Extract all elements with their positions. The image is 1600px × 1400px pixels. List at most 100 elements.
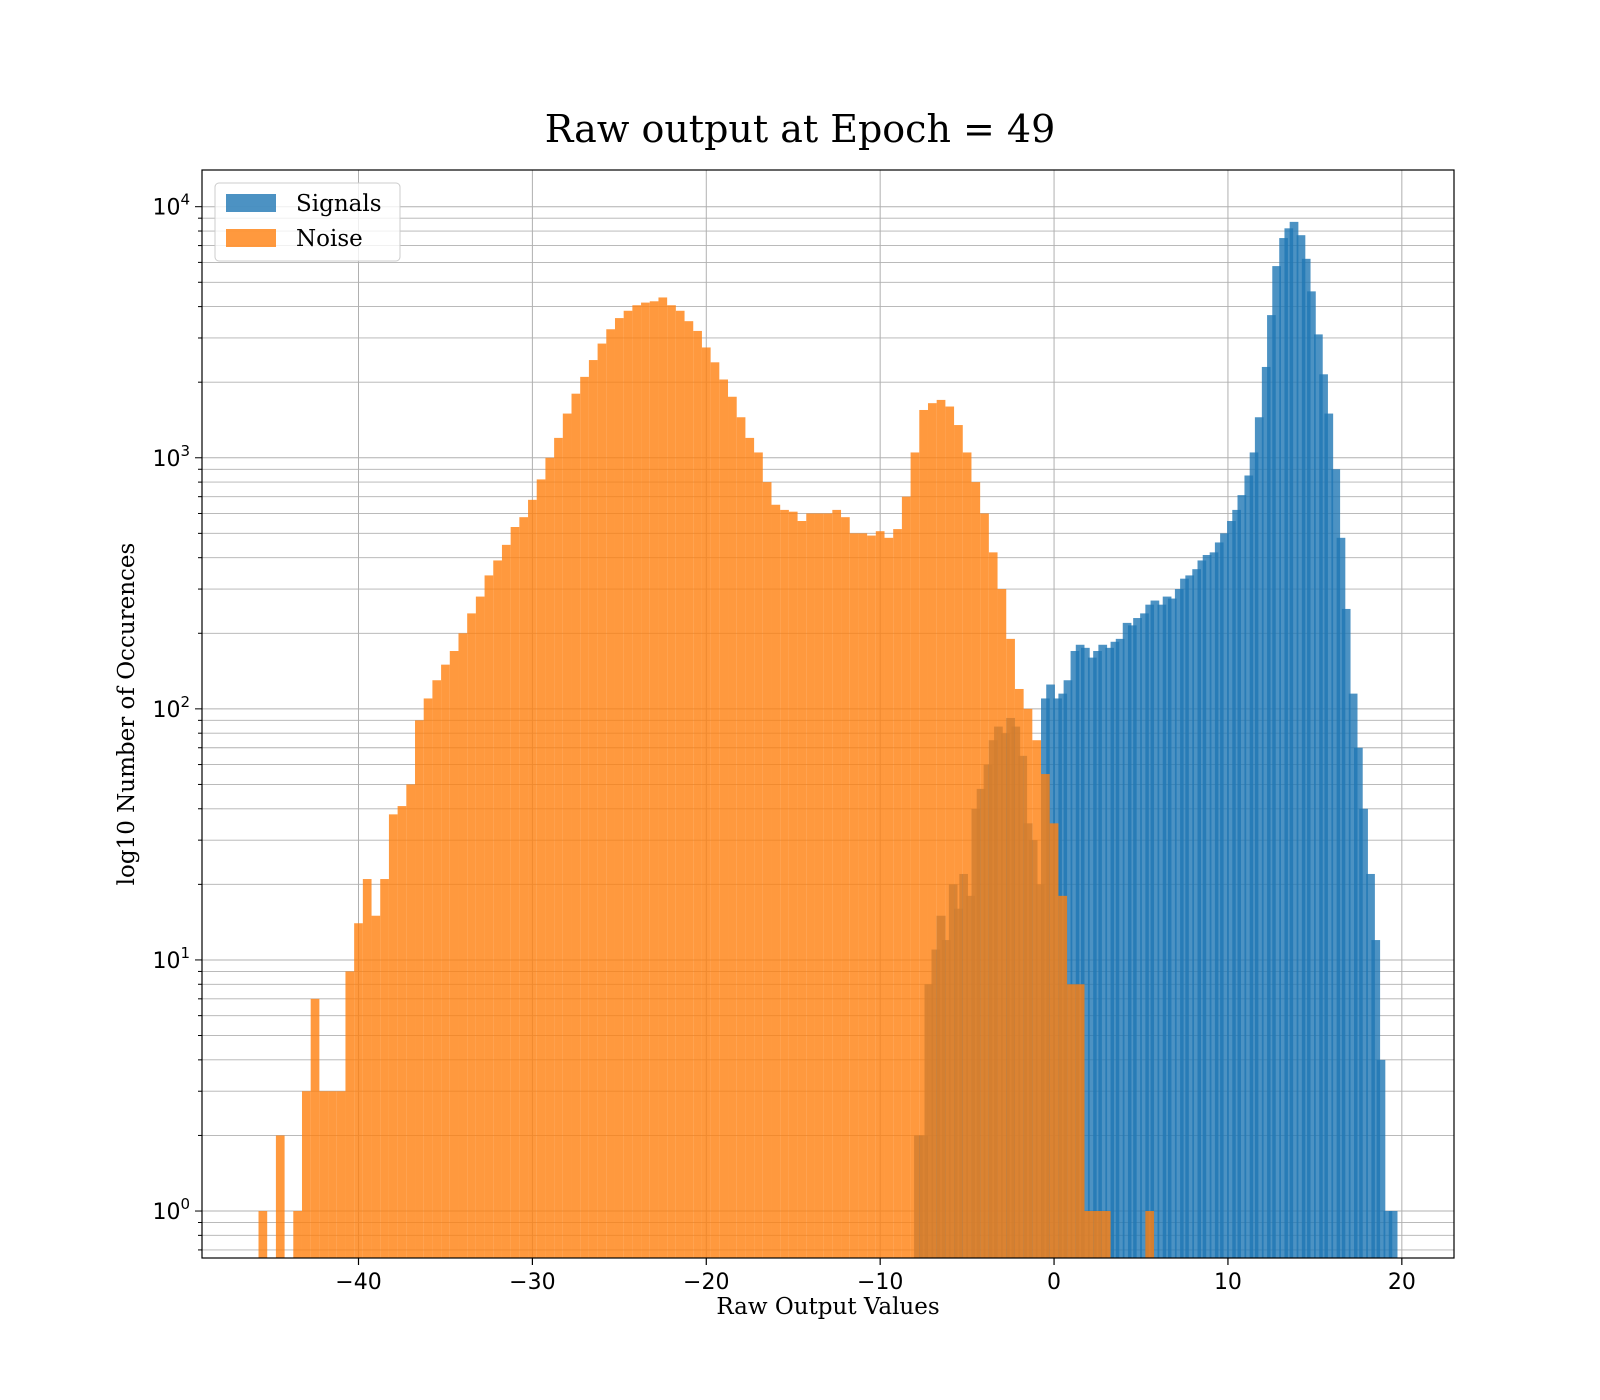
bar-signals bbox=[1197, 560, 1207, 1258]
bar-signals bbox=[1122, 622, 1132, 1258]
bar-noise bbox=[823, 513, 833, 1258]
bar-signals bbox=[1070, 650, 1080, 1258]
bar-signals bbox=[1267, 315, 1276, 1259]
bar-signals bbox=[1254, 417, 1264, 1258]
x-tick-label: 10 bbox=[1214, 1270, 1242, 1295]
bar-signals bbox=[1087, 657, 1097, 1258]
bar-noise bbox=[1145, 1211, 1155, 1258]
bar-noise bbox=[962, 452, 972, 1259]
bar-noise bbox=[788, 511, 798, 1258]
bar-signals bbox=[1185, 575, 1195, 1258]
bar-noise bbox=[632, 305, 642, 1258]
bar-noise bbox=[893, 529, 902, 1258]
bar-noise bbox=[1014, 688, 1024, 1258]
bar-signals bbox=[1331, 469, 1341, 1258]
bar-noise bbox=[814, 513, 824, 1258]
legend-swatch-noise bbox=[226, 229, 276, 247]
x-tick-label: 0 bbox=[1047, 1270, 1061, 1295]
bar-signals bbox=[1319, 374, 1328, 1258]
bar-signals bbox=[1376, 1059, 1386, 1258]
bar-signals bbox=[1324, 413, 1334, 1258]
x-tick-label: −30 bbox=[509, 1270, 555, 1295]
x-tick-label: 20 bbox=[1388, 1270, 1416, 1295]
bar-signals bbox=[1289, 221, 1299, 1259]
bar-noise bbox=[388, 814, 398, 1258]
legend: Signals Noise bbox=[214, 182, 401, 262]
bar-noise bbox=[901, 496, 911, 1258]
bar-signals bbox=[1214, 542, 1224, 1258]
bar-noise bbox=[354, 923, 363, 1258]
bar-signals bbox=[1081, 647, 1090, 1258]
bar-noise bbox=[927, 403, 937, 1258]
histogram-bars bbox=[258, 221, 1398, 1259]
bar-noise bbox=[467, 613, 476, 1258]
bar-signals bbox=[1220, 533, 1229, 1258]
bar-signals bbox=[1145, 604, 1155, 1258]
bar-noise bbox=[362, 879, 372, 1258]
y-axis-label: log10 Number of Occurences bbox=[114, 543, 140, 886]
bar-signals bbox=[1279, 238, 1288, 1258]
bar-signals bbox=[1192, 569, 1201, 1258]
bar-noise bbox=[1075, 984, 1085, 1258]
bar-noise bbox=[719, 379, 729, 1259]
bar-noise bbox=[528, 499, 537, 1258]
bar-signals bbox=[1180, 578, 1189, 1258]
bar-signals bbox=[1209, 552, 1219, 1258]
bar-signals bbox=[1341, 608, 1351, 1258]
bar-noise bbox=[293, 1211, 302, 1258]
bar-noise bbox=[571, 393, 581, 1258]
bar-noise bbox=[432, 680, 442, 1258]
y-tick-label: 101 bbox=[152, 944, 190, 974]
bar-noise bbox=[501, 544, 511, 1258]
bar-signals bbox=[1133, 618, 1142, 1258]
bar-noise bbox=[458, 633, 468, 1258]
bar-noise bbox=[562, 413, 572, 1258]
bar-noise bbox=[380, 879, 389, 1258]
bar-noise bbox=[406, 784, 416, 1258]
bar-noise bbox=[797, 521, 807, 1258]
bar-noise bbox=[858, 533, 868, 1258]
bar-signals bbox=[1174, 589, 1184, 1258]
legend-label-signals: Signals bbox=[296, 191, 382, 217]
bar-signals bbox=[1296, 235, 1306, 1258]
bar-noise bbox=[988, 552, 998, 1258]
bar-noise bbox=[910, 452, 920, 1259]
y-tick-label: 104 bbox=[152, 191, 190, 221]
bar-noise bbox=[475, 596, 485, 1258]
bar-noise bbox=[693, 330, 702, 1258]
bar-signals bbox=[1371, 940, 1381, 1258]
bar-noise bbox=[554, 437, 563, 1258]
y-axis-ticks: 100 101 102 103 104 bbox=[152, 191, 202, 1251]
plot-frame bbox=[201, 169, 1455, 1259]
bar-noise bbox=[1049, 823, 1059, 1258]
y-tick-label: 100 bbox=[152, 1195, 190, 1225]
bar-noise bbox=[328, 1091, 337, 1258]
bar-signals bbox=[1162, 596, 1172, 1258]
bar-signals bbox=[1366, 873, 1375, 1258]
bar-signals bbox=[1359, 808, 1368, 1258]
bar-noise bbox=[441, 664, 450, 1258]
bar-noise bbox=[275, 1135, 285, 1258]
bar-noise bbox=[728, 396, 737, 1259]
bar-signals bbox=[1314, 334, 1323, 1258]
bar-noise bbox=[423, 698, 433, 1258]
bar-noise bbox=[1058, 895, 1068, 1258]
bar-signals bbox=[1140, 613, 1149, 1258]
bar-signals bbox=[1157, 604, 1167, 1258]
bar-noise bbox=[954, 425, 963, 1259]
bar-signals bbox=[1284, 228, 1294, 1258]
bar-signals bbox=[1110, 641, 1120, 1258]
bar-noise bbox=[1041, 774, 1050, 1258]
bar-signals bbox=[1115, 638, 1125, 1258]
bar-noise bbox=[1067, 984, 1076, 1258]
bar-noise bbox=[701, 347, 711, 1258]
bar-noise bbox=[301, 1091, 311, 1258]
bar-signals bbox=[1249, 452, 1259, 1259]
bar-noise bbox=[336, 1091, 346, 1258]
bar-noise bbox=[588, 360, 598, 1258]
bar-noise bbox=[345, 971, 355, 1258]
bar-noise bbox=[658, 297, 668, 1259]
x-tick-label: −20 bbox=[683, 1270, 729, 1295]
bar-noise bbox=[1101, 1211, 1111, 1258]
bar-signals bbox=[1098, 644, 1108, 1258]
